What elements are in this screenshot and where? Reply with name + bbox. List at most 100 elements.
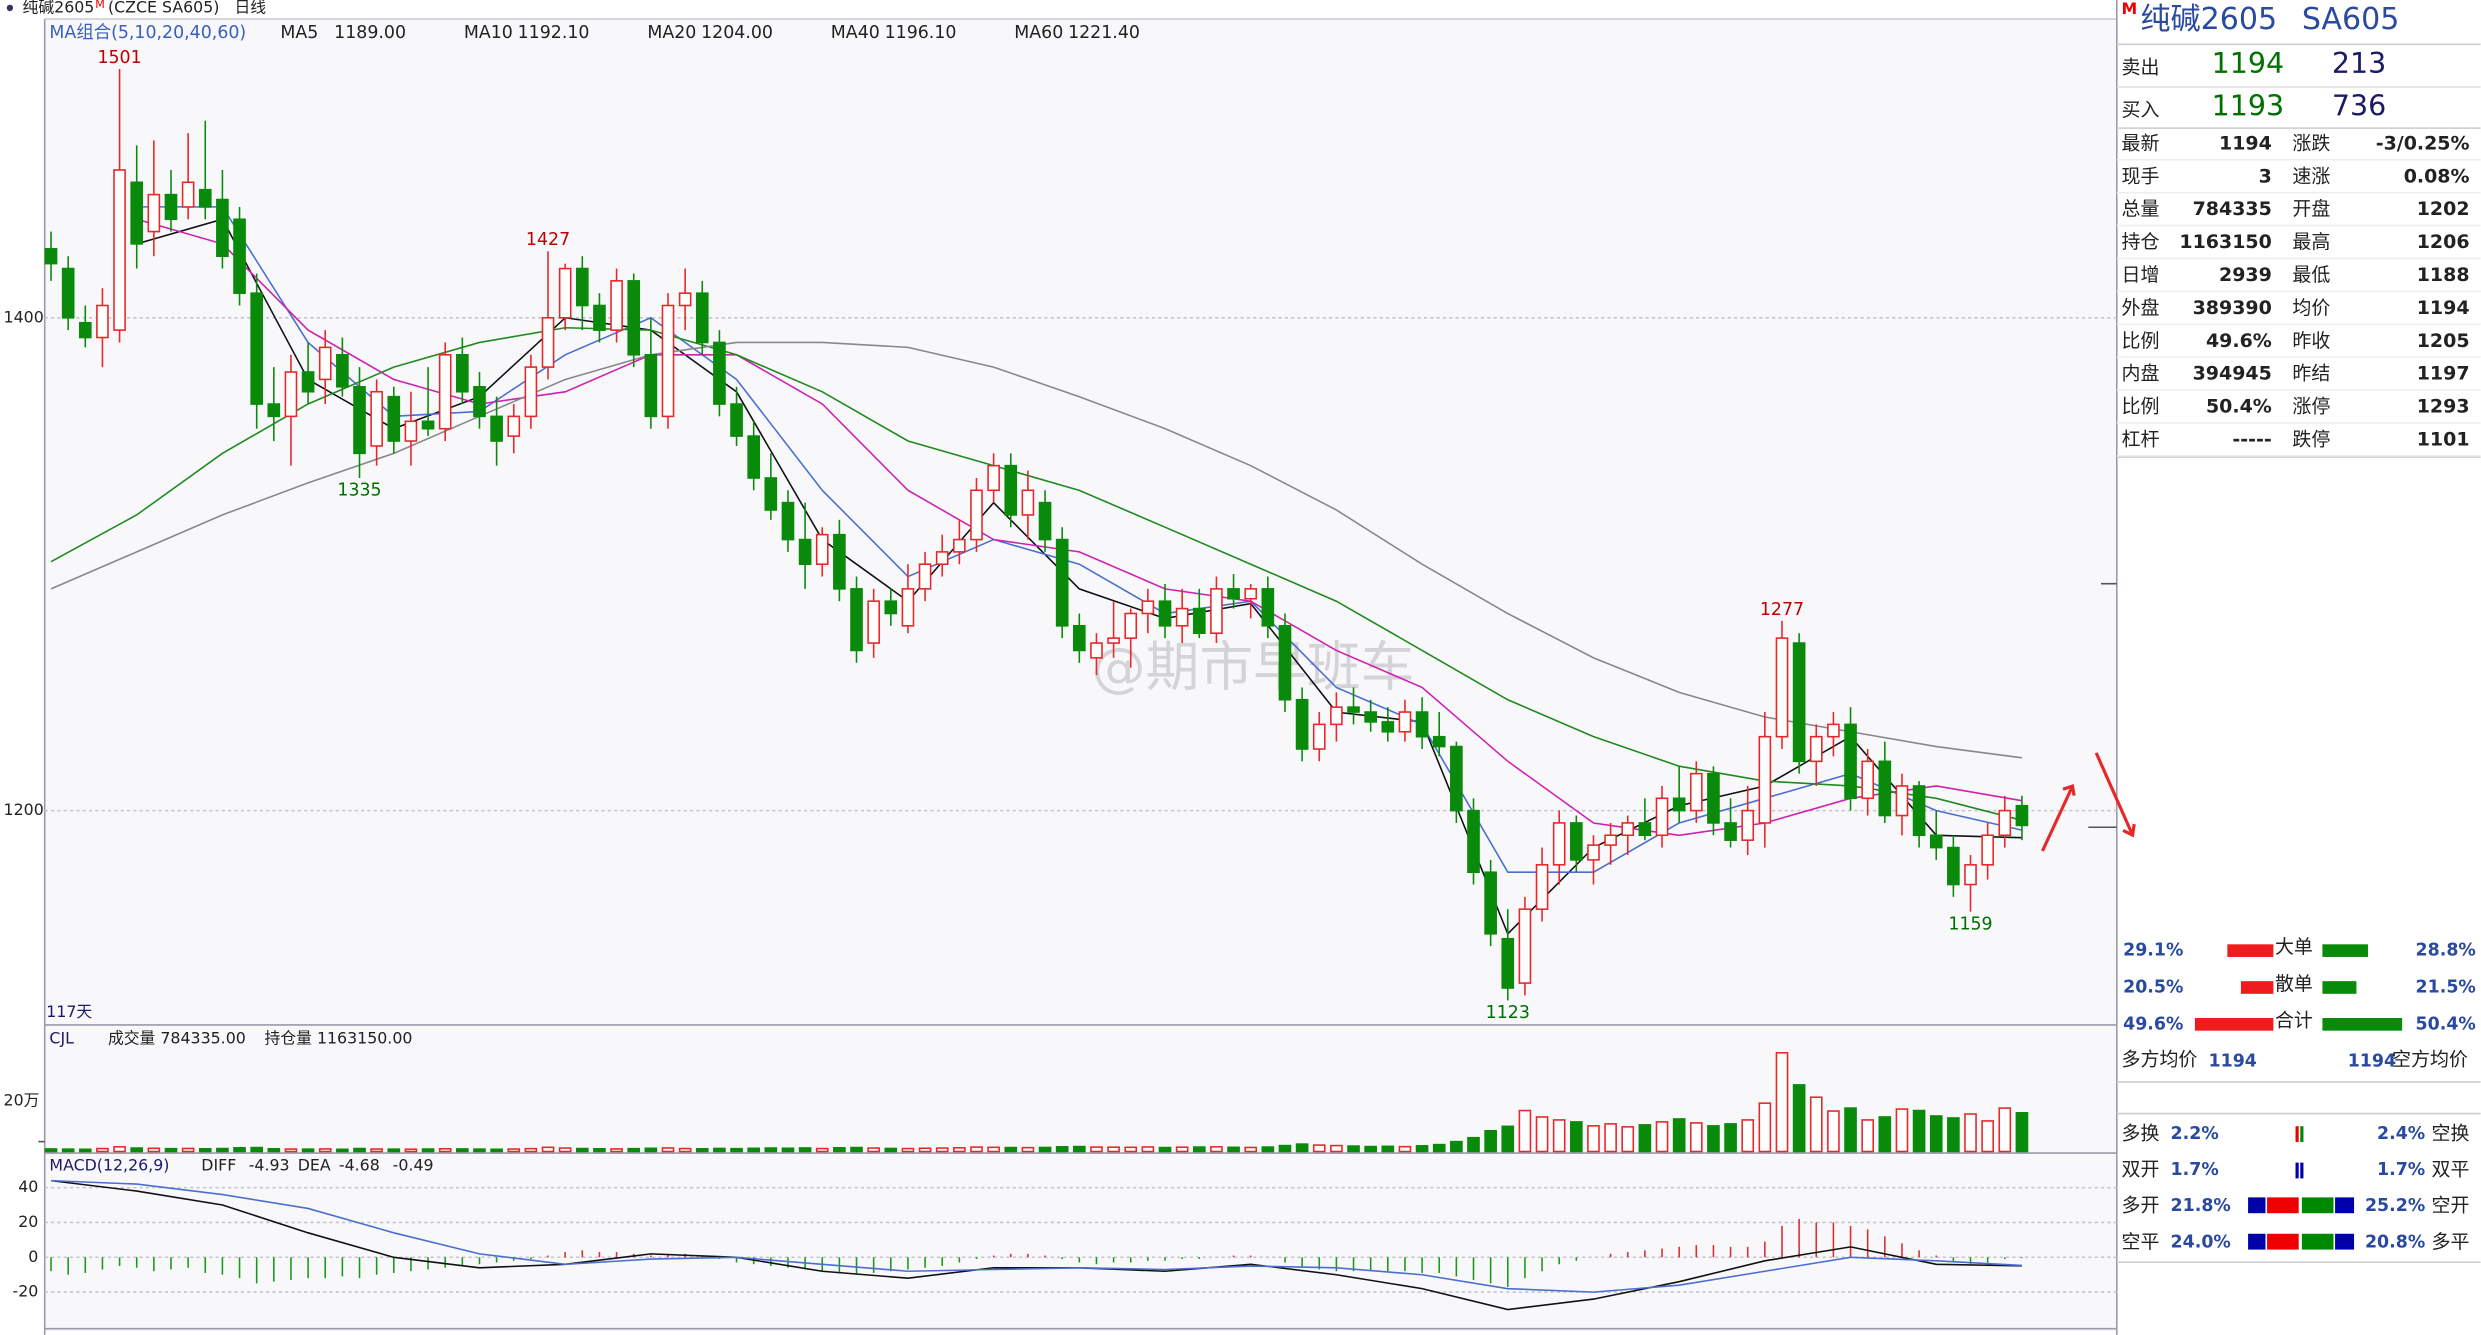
- dot: [6, 4, 14, 12]
- quote-label: 昨结: [2292, 363, 2330, 385]
- position-label: 空换: [2432, 1123, 2470, 1145]
- subtitle: (CZCE SA605): [108, 0, 219, 16]
- ma-legend-name: MA10: [464, 23, 513, 43]
- quote-label: 日增: [2122, 264, 2160, 286]
- volume-bar: [370, 1148, 383, 1153]
- position-value: 24.0%: [2171, 1232, 2231, 1252]
- volume-bar: [644, 1147, 658, 1153]
- y-tick-label: 40: [18, 1177, 38, 1196]
- ma-legend-value: 1204.00: [701, 23, 773, 43]
- volume-bar: [1758, 1102, 1772, 1153]
- volume-bar: [815, 1147, 829, 1153]
- candle-body: [953, 538, 966, 553]
- quote-label: 杠杆: [2122, 429, 2160, 451]
- macd-line: [50, 1179, 2022, 1311]
- volume-bar: [1004, 1146, 1018, 1153]
- position-value: 25.2%: [2365, 1196, 2425, 1216]
- candle-body: [1895, 785, 1909, 817]
- volume-bar: [747, 1147, 761, 1153]
- volume-bar: [44, 1148, 58, 1153]
- quote-value: 1293: [2417, 396, 2470, 418]
- volume-bar: [1484, 1129, 1497, 1153]
- candle-body: [61, 267, 75, 319]
- volume-bar: [1398, 1145, 1412, 1153]
- title: 纯碱2605: [23, 0, 95, 16]
- candle-body: [1210, 588, 1223, 634]
- flow-value: 28.8%: [2416, 941, 2476, 961]
- candle-body: [1844, 723, 1857, 800]
- side-label: 卖出: [2122, 57, 2160, 79]
- flow-bar-sell: [2322, 981, 2357, 994]
- ma-line: [50, 341, 2022, 759]
- candle-body: [336, 353, 349, 388]
- high-label: 1501: [97, 48, 141, 68]
- volume-bar: [1244, 1146, 1258, 1153]
- macd-line: [50, 1179, 2022, 1293]
- volume-bar: [78, 1148, 92, 1153]
- candle-body: [404, 420, 418, 442]
- volume-bar: [575, 1147, 589, 1153]
- candle-body: [1227, 588, 1240, 600]
- volume-bar: [404, 1148, 418, 1153]
- candle-body: [1381, 721, 1395, 733]
- candle-body: [713, 341, 726, 405]
- volume-bar: [233, 1147, 246, 1153]
- volume-bar: [884, 1147, 898, 1153]
- ma-legend-value: 1189.00: [334, 23, 406, 43]
- avg-value: 1194: [2209, 1051, 2257, 1071]
- high-label: 1277: [1760, 600, 1804, 620]
- candle-body: [1347, 706, 1360, 713]
- volume-bar: [1878, 1116, 1892, 1153]
- candle-body: [1192, 607, 1206, 634]
- side-label: 买入: [2122, 99, 2160, 121]
- volume-bar: [1827, 1110, 1840, 1153]
- volume-bar: [1621, 1126, 1635, 1153]
- candle-body: [1330, 706, 1343, 726]
- candle-body: [198, 188, 212, 208]
- volume-bar: [850, 1146, 863, 1153]
- candle-body: [387, 395, 401, 442]
- candle-body: [1707, 772, 1720, 824]
- quote-value: 1202: [2417, 198, 2470, 220]
- legend-name: DIFF: [201, 1155, 236, 1174]
- side-volume: 736: [2332, 90, 2386, 123]
- candle-body: [130, 181, 144, 245]
- volume-bar: [524, 1147, 538, 1153]
- quote-value: 394945: [2193, 363, 2272, 385]
- legend-name: DEA: [298, 1155, 331, 1174]
- position-value: 2.2%: [2171, 1124, 2219, 1144]
- ma-legend-value: 1196.10: [885, 23, 957, 43]
- candle-body: [1261, 588, 1275, 627]
- volume-bar: [987, 1146, 1000, 1153]
- candle-body: [1107, 637, 1120, 644]
- quote-label: 总量: [2122, 198, 2160, 220]
- quote-value: 1206: [2417, 231, 2470, 253]
- volume-bar: [1672, 1118, 1686, 1153]
- candle-body: [44, 248, 58, 265]
- ma-title: MA组合(5,10,20,40,60): [49, 23, 246, 43]
- avg-label: 空方均价: [2392, 1048, 2468, 1070]
- candle-body: [1672, 797, 1686, 812]
- volume-bar: [1552, 1119, 1566, 1153]
- candle-body: [644, 353, 658, 418]
- volume-bar: [918, 1147, 932, 1153]
- candle-body: [1518, 908, 1532, 984]
- candle-body: [747, 435, 761, 479]
- volume-bar: [1347, 1145, 1360, 1153]
- volume-bar: [1090, 1146, 1103, 1153]
- candle-body: [1947, 846, 1960, 886]
- volume-bar: [336, 1148, 349, 1153]
- candle-body: [541, 317, 555, 368]
- volume-bar: [1330, 1144, 1343, 1153]
- volume-bar: [1175, 1146, 1189, 1153]
- candle-body: [1655, 797, 1669, 837]
- candle-body: [1278, 625, 1292, 701]
- flow-value: 50.4%: [2416, 1014, 2476, 1034]
- quote-badge: M: [2122, 0, 2138, 18]
- volume-bar: [1124, 1146, 1138, 1153]
- position-label: 空开: [2432, 1195, 2470, 1217]
- volume-bar: [456, 1148, 469, 1153]
- candle-body: [1398, 711, 1412, 733]
- candle-body: [1244, 588, 1258, 600]
- volume-bar: [1227, 1146, 1240, 1153]
